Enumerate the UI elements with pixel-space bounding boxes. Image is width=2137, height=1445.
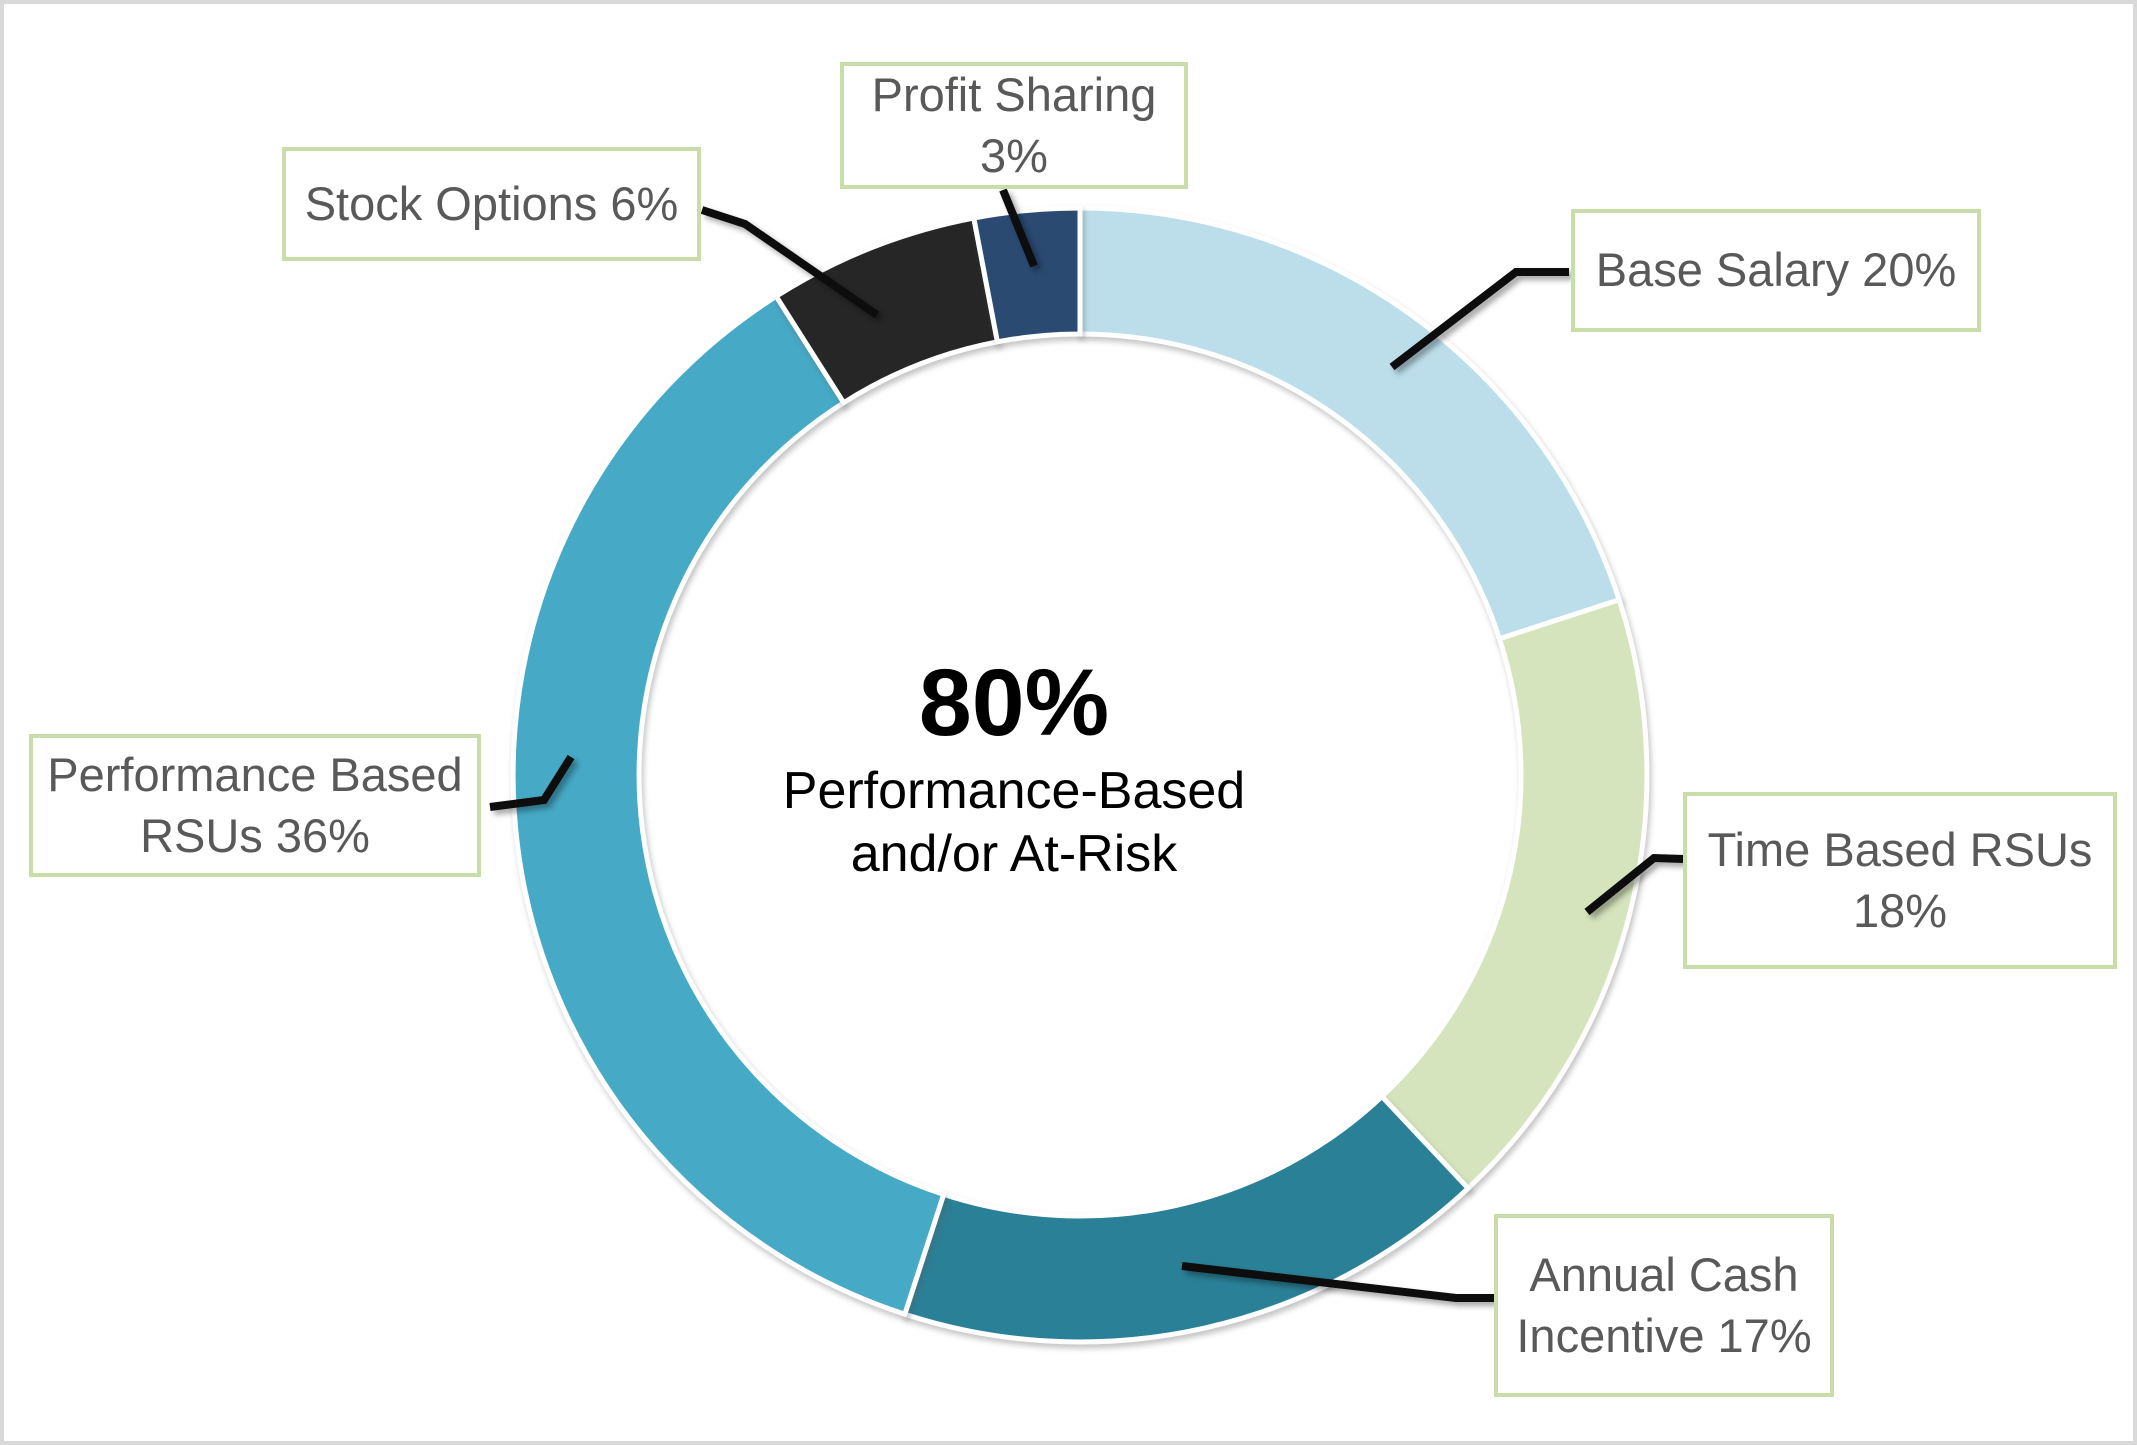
segment-performance-based-rsus <box>510 292 947 1318</box>
leader-line-stock-options <box>700 206 880 319</box>
callout-performance-based-rsus: Performance Based RSUs 36% <box>29 734 481 877</box>
donut-chart <box>489 188 1685 1345</box>
center-percent: 80% <box>918 650 1110 756</box>
callout-time-based-rsus: Time Based RSUs 18% <box>1683 792 2117 969</box>
callout-base-salary: Base Salary 20% <box>1571 209 1981 332</box>
leader-line-annual-cash-incentive <box>1181 1262 1494 1302</box>
leader-line-performance-based-rsus <box>489 754 575 811</box>
leader-line-base-salary <box>1389 268 1569 371</box>
leader-line-profit-sharing <box>999 188 1038 268</box>
center-subtitle: Performance-Based and/or At-Risk <box>782 761 1246 884</box>
segment-profit-sharing <box>970 205 1083 345</box>
donut-center-text: 80% Performance-Based and/or At-Risk <box>664 650 1364 887</box>
leader-line-time-based-rsus <box>1584 853 1685 916</box>
callout-stock-options: Stock Options 6% <box>282 147 701 261</box>
segment-annual-cash-incentive <box>901 1092 1472 1345</box>
callout-annual-cash-incentive: Annual Cash Incentive 17% <box>1494 1214 1834 1397</box>
callout-profit-sharing: Profit Sharing 3% <box>840 62 1188 189</box>
